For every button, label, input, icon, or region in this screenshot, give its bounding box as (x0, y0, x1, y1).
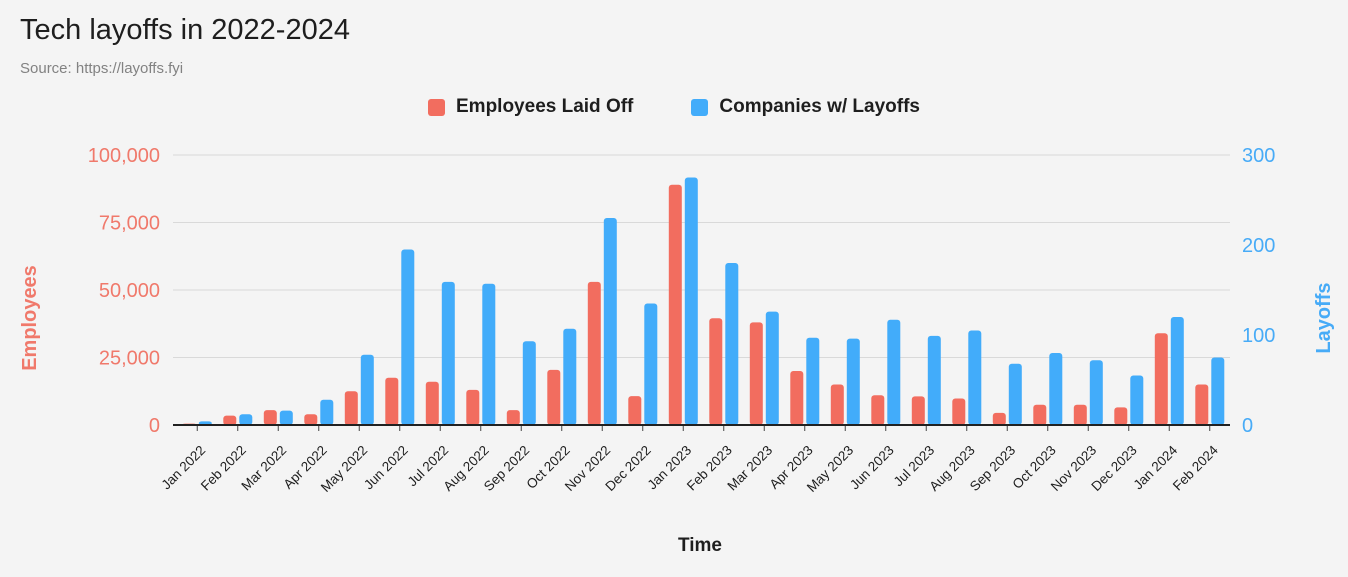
right-axis-tick-label: 300 (1242, 145, 1275, 167)
right-axis-tick-label: 200 (1242, 235, 1275, 257)
bar-companies (765, 311, 779, 425)
bar-employees (911, 396, 925, 425)
bar-employees (587, 281, 601, 425)
x-axis-month-label: Mar 2023 (724, 443, 775, 494)
right-axis-tick-label: 0 (1242, 415, 1253, 437)
bar-companies (1049, 353, 1063, 425)
bar-companies (279, 410, 293, 425)
bar-employees (466, 389, 480, 425)
bar-companies (846, 338, 860, 425)
x-axis-month-label: Jun 2022 (361, 443, 411, 493)
plot-area-wrapper: 100,000 75,000 50,000 25,000 0 300 200 100 0 Jan … (0, 135, 1348, 577)
bar-companies (401, 249, 415, 425)
bar-companies (441, 281, 455, 425)
chart-legend: Employees Laid Off Companies w/ Layoffs (0, 96, 1348, 118)
right-axis-title: Layoffs (1313, 282, 1335, 353)
bar-companies (1170, 317, 1184, 425)
bar-companies (644, 303, 658, 425)
legend-item-employees: Employees Laid Off (428, 96, 633, 118)
bar-employees (628, 396, 642, 425)
bar-employees (790, 371, 804, 425)
bar-employees (1073, 404, 1087, 426)
bar-employees (344, 391, 358, 426)
bar-employees (952, 398, 966, 425)
bar-companies (927, 335, 941, 425)
left-axis-tick-label: 50,000 (99, 280, 160, 302)
companies-series-swatch (691, 98, 709, 116)
bar-employees (749, 322, 763, 425)
bar-employees (871, 395, 885, 425)
bar-companies (1008, 363, 1022, 425)
bar-employees (304, 414, 318, 425)
left-axis-tick-label: 0 (149, 415, 160, 437)
bar-companies (1089, 360, 1103, 425)
bar-companies (806, 337, 820, 425)
right-axis-tick-label: 100 (1242, 325, 1275, 347)
bar-companies (522, 341, 536, 425)
page-title: Tech layoffs in 2022-2024 (20, 14, 350, 46)
bar-companies (320, 399, 334, 425)
bar-employees (1195, 384, 1209, 425)
bar-employees (1033, 404, 1047, 426)
bar-companies (563, 328, 577, 425)
bar-employees (547, 369, 561, 425)
legend-label-employees: Employees Laid Off (456, 96, 634, 117)
bar-employees (1114, 407, 1128, 425)
bar-companies (1211, 357, 1225, 425)
bar-companies (684, 177, 698, 425)
bar-companies (968, 330, 982, 425)
chart-plot: 100,00075,00050,00025,00003002001000Jan … (19, 145, 1335, 556)
bar-companies (725, 263, 739, 425)
left-axis-tick-label: 25,000 (99, 348, 160, 370)
x-axis-month-label: Feb 2024 (1170, 442, 1221, 493)
left-axis-tick-label: 75,000 (99, 213, 160, 235)
source-caption: Source: https://layoffs.fyi (20, 60, 184, 77)
bar-employees (263, 410, 277, 425)
x-axis-month-label: Jun 2023 (847, 443, 897, 493)
bar-companies (360, 354, 374, 425)
left-axis-tick-label: 100,000 (88, 145, 160, 167)
bar-companies (603, 218, 617, 425)
bar-employees (709, 318, 723, 425)
left-axis-title: Employees (19, 265, 41, 371)
employees-series-swatch (428, 98, 445, 116)
bar-employees (1154, 333, 1168, 425)
bar-employees (830, 384, 844, 425)
bar-employees (425, 381, 439, 425)
bar-employees (223, 415, 237, 426)
bar-companies (1130, 375, 1144, 425)
legend-label-companies: Companies w/ Layoffs (719, 96, 920, 117)
bar-employees (506, 410, 520, 425)
bar-companies (887, 319, 901, 425)
legend-item-companies: Companies w/ Layoffs (691, 96, 920, 118)
x-axis-title: Time (678, 535, 722, 556)
bar-companies (239, 414, 253, 425)
bar-employees (992, 412, 1006, 426)
bar-employees (385, 377, 399, 426)
x-axis-month-label: Mar 2022 (238, 443, 289, 494)
bar-companies (482, 283, 496, 425)
bar-employees (668, 184, 682, 425)
